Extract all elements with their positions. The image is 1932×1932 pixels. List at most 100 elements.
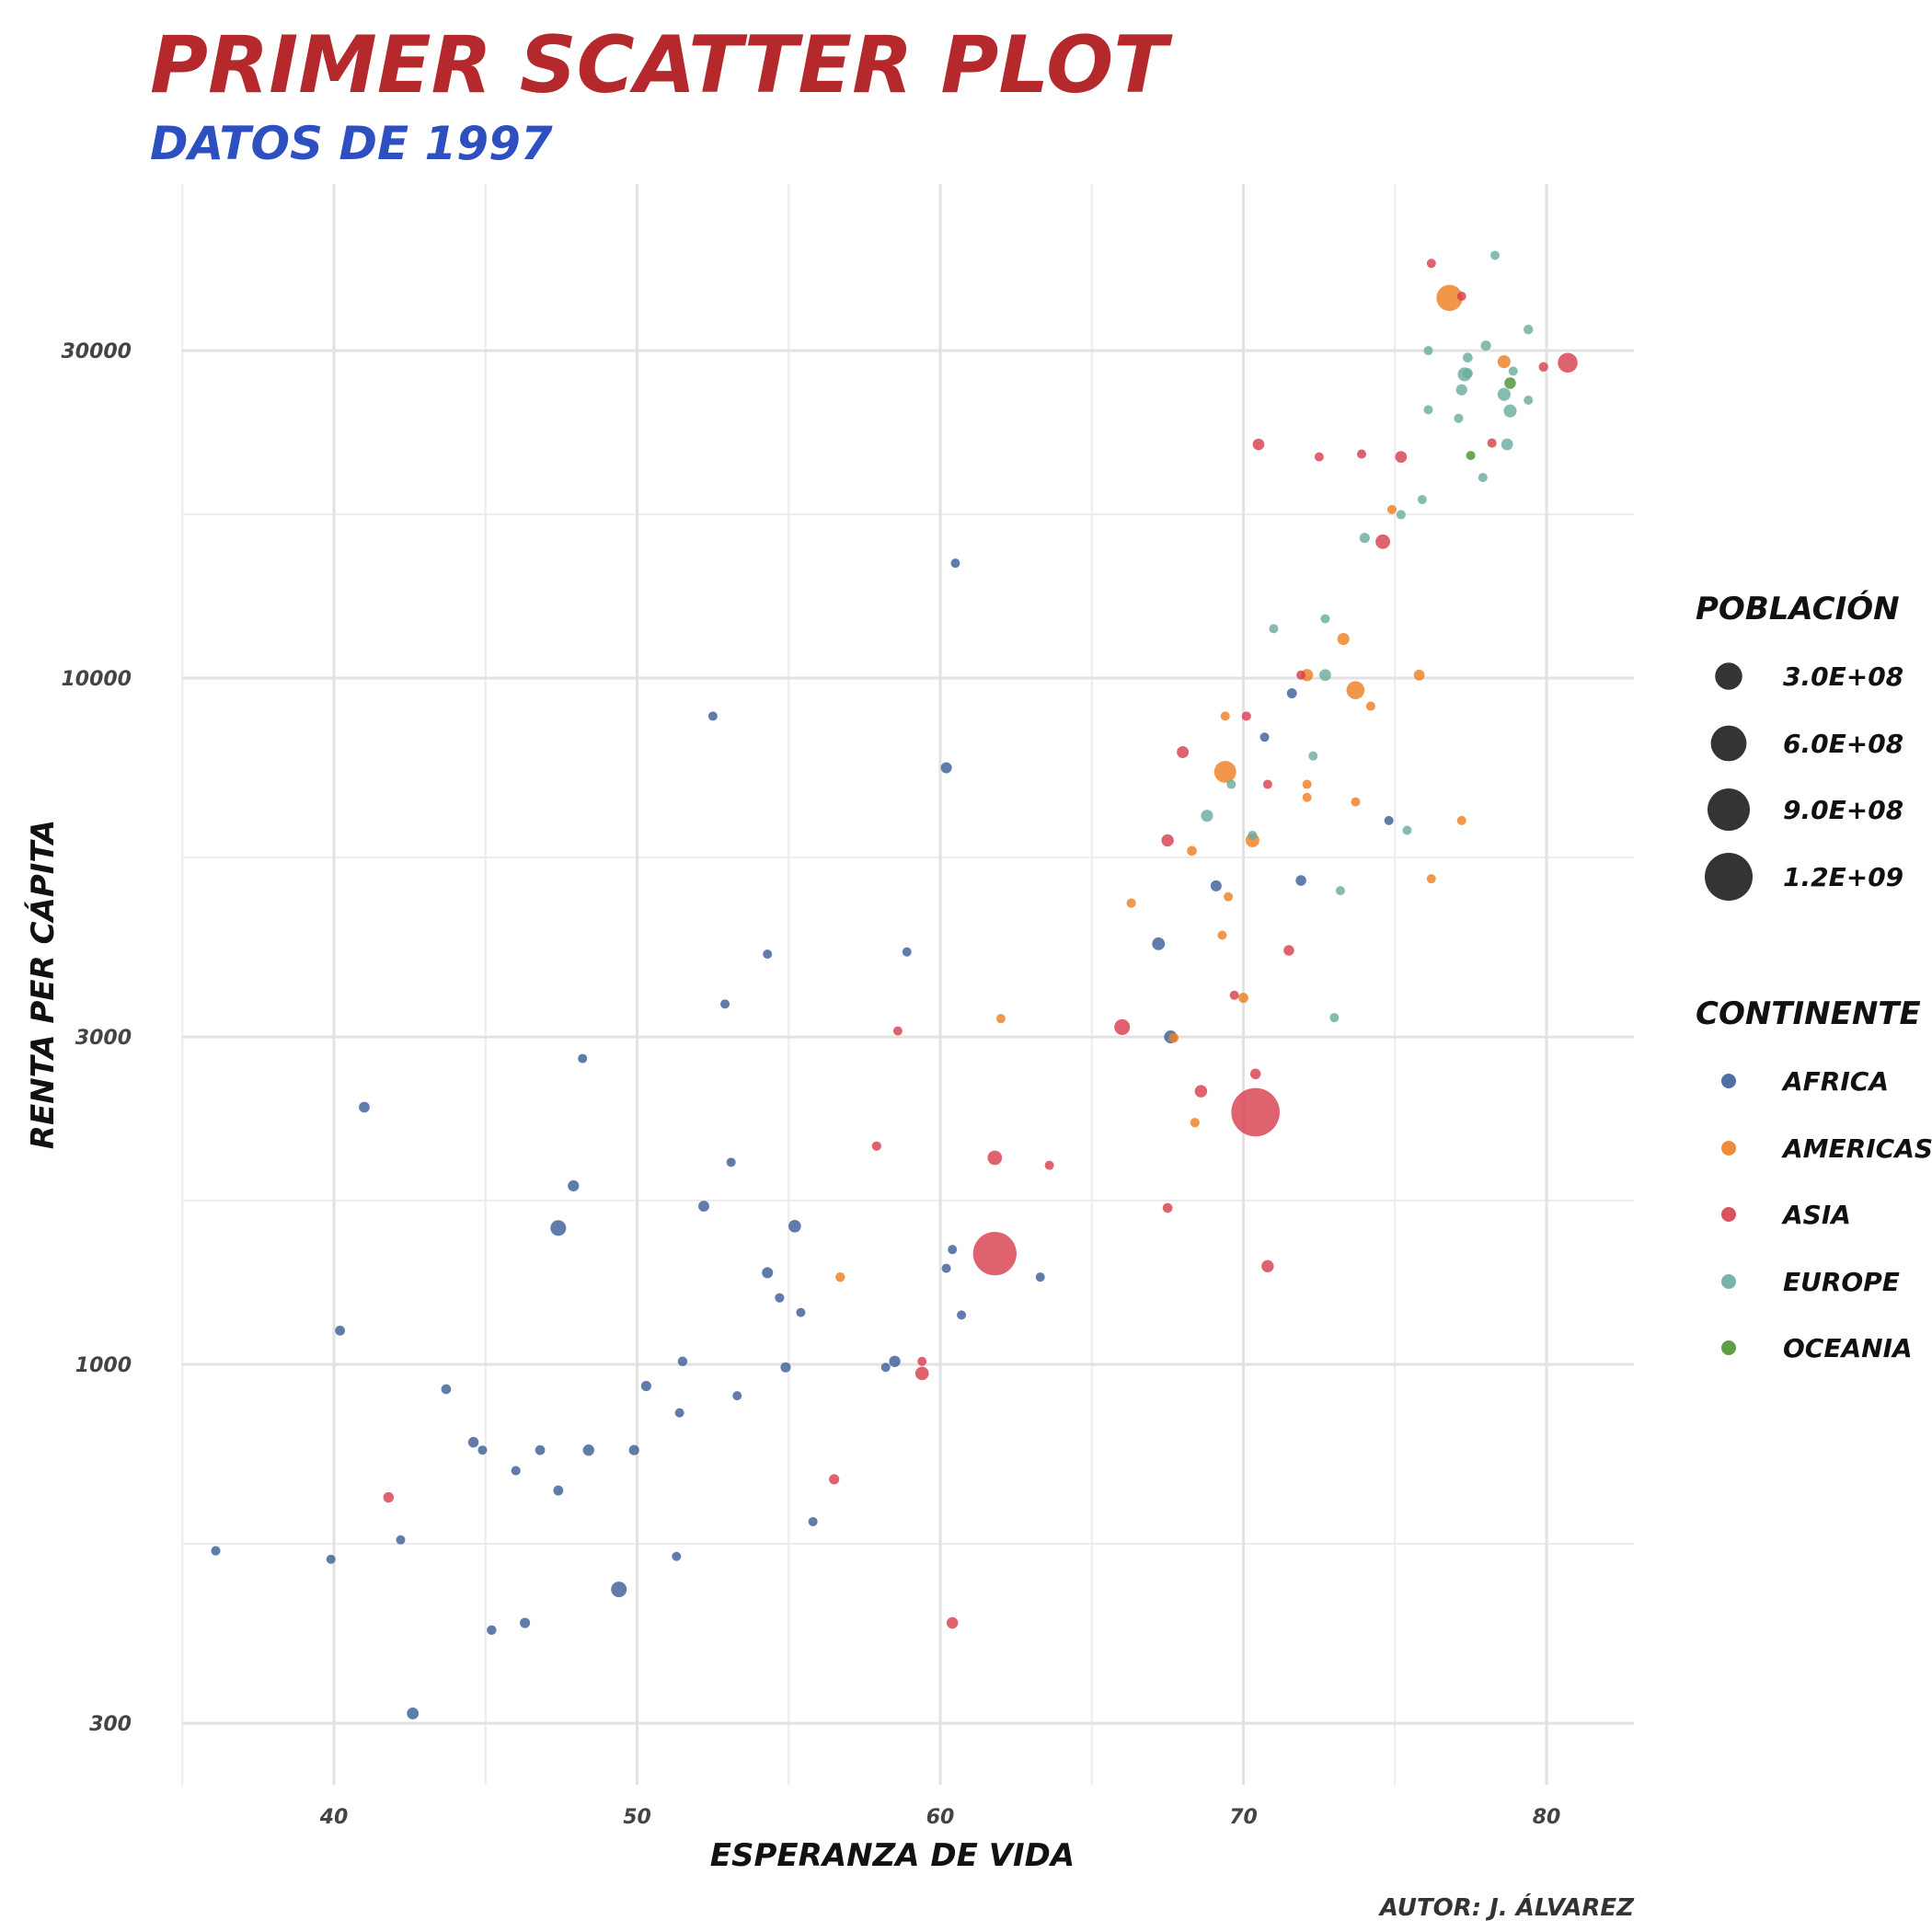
data-point-europe bbox=[1423, 405, 1433, 415]
data-point-asia bbox=[871, 1141, 881, 1151]
data-point-americas bbox=[1190, 1118, 1200, 1128]
data-point-europe bbox=[1455, 384, 1467, 396]
size-legend-label: 6.0E+08 bbox=[1783, 729, 1903, 759]
data-point-africa bbox=[326, 1554, 336, 1564]
data-point-africa bbox=[889, 1355, 901, 1367]
data-point-asia bbox=[1162, 1202, 1173, 1213]
x-tick-label: 70 bbox=[1229, 1806, 1258, 1829]
data-point-americas bbox=[1365, 701, 1375, 711]
x-axis-ticks: 40 50 60 70 80 bbox=[319, 1806, 1561, 1829]
legend-label-europe: EUROPE bbox=[1783, 1267, 1900, 1297]
data-point-africa bbox=[477, 1445, 488, 1455]
data-point-asia bbox=[1262, 779, 1272, 789]
chart-title: PRIMER SCATTER PLOT bbox=[150, 19, 1173, 111]
data-point-africa bbox=[1259, 732, 1270, 742]
data-point-africa bbox=[578, 1053, 588, 1064]
data-point-asia bbox=[1241, 711, 1251, 721]
data-point-asia bbox=[917, 1356, 927, 1366]
data-point-africa bbox=[720, 999, 730, 1009]
data-point-europe bbox=[1248, 830, 1258, 840]
data-point-europe bbox=[1423, 346, 1433, 356]
legend-label-americas: AMERICAS bbox=[1781, 1133, 1932, 1164]
x-axis-title: ESPERANZA DE VIDA bbox=[710, 1837, 1075, 1874]
legend-swatch-europe bbox=[1721, 1274, 1736, 1289]
data-point-asia bbox=[1249, 1068, 1261, 1080]
size-legend: POBLACIÓN 3.0E+08 6.0E+08 9.0E+08 1.2E+09 bbox=[1696, 590, 1903, 902]
data-point-europe bbox=[1454, 413, 1464, 423]
data-point-americas bbox=[1238, 993, 1248, 1004]
data-point-americas bbox=[1346, 681, 1365, 700]
data-point-africa bbox=[467, 1436, 479, 1448]
legend-swatch-asia bbox=[1721, 1207, 1736, 1222]
data-point-africa bbox=[880, 1363, 891, 1373]
data-point-africa bbox=[1035, 1272, 1045, 1282]
data-point-americas bbox=[1426, 874, 1436, 884]
data-point-asia bbox=[1194, 1085, 1208, 1098]
data-point-americas bbox=[1220, 711, 1230, 721]
y-axis-ticks: 300 1000 3000 10000 30000 bbox=[61, 340, 132, 1736]
data-point-asia bbox=[1229, 990, 1239, 1000]
data-point-asia bbox=[829, 1474, 840, 1485]
data-point-europe bbox=[1269, 624, 1279, 634]
grid-lines bbox=[181, 184, 1634, 1785]
size-legend-circle bbox=[1710, 725, 1747, 762]
data-point-africa bbox=[640, 1380, 651, 1392]
data-point-africa bbox=[698, 1201, 709, 1213]
data-point-africa bbox=[611, 1581, 627, 1598]
data-point-asia bbox=[946, 1616, 959, 1629]
data-point-africa bbox=[940, 762, 952, 774]
data-point-americas bbox=[1168, 1032, 1179, 1043]
data-point-oceania bbox=[1466, 451, 1476, 461]
data-point-europe bbox=[1489, 250, 1500, 260]
data-point-americas bbox=[1456, 815, 1466, 825]
data-point-europe bbox=[1478, 472, 1488, 482]
data-point-americas bbox=[1337, 633, 1350, 646]
legend-swatch-americas bbox=[1721, 1141, 1736, 1156]
data-point-africa bbox=[902, 947, 912, 957]
data-point-europe bbox=[1462, 352, 1473, 363]
data-point-africa bbox=[948, 1245, 958, 1255]
data-point-europe bbox=[1396, 510, 1406, 520]
x-tick-label: 40 bbox=[319, 1806, 349, 1829]
data-point-asia bbox=[972, 1231, 1017, 1276]
data-point-asia bbox=[1296, 670, 1306, 680]
y-tick-label: 30000 bbox=[61, 340, 132, 363]
data-point-africa bbox=[732, 1391, 742, 1401]
data-point-europe bbox=[1524, 395, 1534, 405]
data-point-asia bbox=[1252, 438, 1265, 451]
data-point-africa bbox=[808, 1516, 818, 1526]
data-point-europe bbox=[1402, 825, 1412, 835]
data-point-africa bbox=[1384, 815, 1394, 825]
legend-swatch-oceania bbox=[1721, 1340, 1736, 1355]
data-point-europe bbox=[1480, 340, 1491, 351]
data-point-africa bbox=[1210, 880, 1222, 891]
data-point-africa bbox=[582, 1444, 594, 1456]
data-point-africa bbox=[535, 1444, 546, 1455]
data-point-europe bbox=[1497, 387, 1511, 401]
data-point-africa bbox=[726, 1157, 736, 1167]
data-point-europe bbox=[1503, 404, 1517, 418]
data-point-americas bbox=[1413, 669, 1425, 681]
data-point-africa bbox=[1152, 937, 1166, 950]
data-point-americas bbox=[1217, 930, 1227, 940]
data-point-asia bbox=[1161, 834, 1174, 847]
x-tick-label: 60 bbox=[926, 1806, 955, 1829]
data-point-europe bbox=[1462, 368, 1473, 379]
data-point-asia bbox=[1231, 1087, 1280, 1137]
data-point-africa bbox=[796, 1307, 806, 1317]
data-point-africa bbox=[674, 1408, 684, 1418]
y-tick-label: 3000 bbox=[75, 1027, 132, 1050]
size-legend-label: 3.0E+08 bbox=[1783, 661, 1903, 692]
data-point-americas bbox=[1302, 779, 1312, 789]
size-legend-label: 9.0E+08 bbox=[1783, 795, 1903, 825]
data-point-asia bbox=[892, 1026, 903, 1036]
data-point-africa bbox=[677, 1356, 688, 1366]
data-point-asia bbox=[987, 1150, 1003, 1166]
data-point-asia bbox=[1395, 451, 1408, 464]
data-point-americas bbox=[1497, 355, 1511, 369]
data-point-africa bbox=[1286, 688, 1297, 699]
data-point-americas bbox=[1187, 845, 1197, 857]
data-point-africa bbox=[775, 1293, 785, 1303]
data-point-africa bbox=[441, 1384, 452, 1395]
